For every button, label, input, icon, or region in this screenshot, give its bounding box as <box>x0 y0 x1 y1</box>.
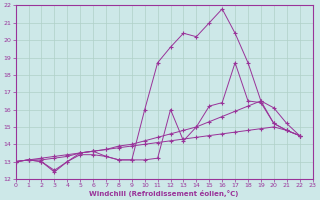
X-axis label: Windchill (Refroidissement éolien,°C): Windchill (Refroidissement éolien,°C) <box>89 190 239 197</box>
